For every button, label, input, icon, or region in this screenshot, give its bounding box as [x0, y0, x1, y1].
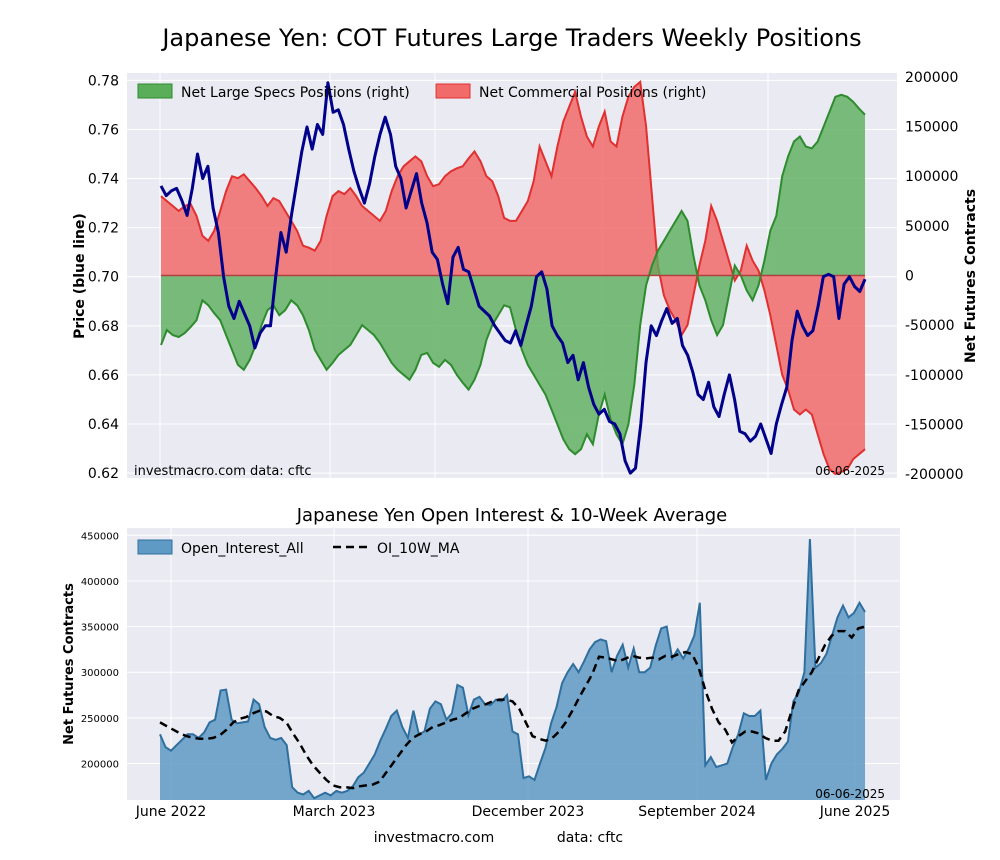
top-y-tick-label: 0.68: [88, 319, 119, 335]
top-y-tick-label: 0.78: [88, 73, 119, 89]
top-y-tick-label: 0.72: [88, 221, 119, 237]
top-right-tick-label: -50000: [905, 318, 955, 334]
bottom-x-tick-label: March 2023: [293, 804, 376, 820]
bottom-y-tick-label: 400000: [81, 577, 119, 588]
footer-data: data: cftc: [557, 830, 623, 846]
bottom-x-tick-label: June 2022: [135, 804, 207, 820]
bottom-chart-title: Japanese Yen Open Interest & 10-Week Ave…: [296, 505, 728, 526]
bottom-y-tick-label: 450000: [81, 531, 119, 542]
legend-commercial-label: Net Commercial Positions (right): [479, 85, 706, 101]
legend-specs-label: Net Large Specs Positions (right): [181, 85, 410, 101]
legend-specs-swatch: [137, 83, 173, 99]
top-watermark: investmacro.com data: cftc: [134, 464, 312, 479]
open-interest-line: [159, 538, 866, 800]
top-right-tick-label: 100000: [905, 169, 958, 185]
bottom-y-tick-label: 350000: [81, 623, 119, 634]
specs-line: [160, 93, 866, 456]
page-title: Japanese Yen: COT Futures Large Traders …: [160, 24, 861, 52]
bottom-x-tick-label: June 2025: [819, 804, 891, 820]
price-line: [159, 81, 867, 475]
top-right-tick-label: 150000: [905, 120, 958, 136]
top-y-tick-label: 0.74: [88, 172, 119, 188]
top-y-axis-label: Price (blue line): [72, 213, 88, 339]
top-date-label: 06-06-2025: [815, 464, 885, 478]
open-interest-area: [160, 539, 865, 800]
top-right-axis-label: Net Futures Contracts: [963, 189, 979, 363]
legend-oi-swatch: [137, 539, 173, 555]
top-y-tick-label: 0.64: [88, 417, 119, 433]
bottom-y-tick-label: 200000: [81, 759, 119, 770]
top-y-tick-label: 0.70: [88, 270, 119, 286]
top-right-tick-label: -100000: [905, 368, 964, 384]
commercial-line: [160, 79, 866, 476]
top-right-tick-label: -200000: [905, 467, 964, 483]
top-right-tick-label: -150000: [905, 417, 964, 433]
top-right-tick-label: 200000: [905, 70, 958, 86]
bottom-y-tick-label: 250000: [81, 714, 119, 725]
bottom-y-axis-label: Net Futures Contracts: [62, 583, 77, 745]
top-right-tick-label: 50000: [905, 219, 950, 235]
bottom-y-tick-label: 300000: [81, 668, 119, 679]
legend-oi-label: Open_Interest_All: [181, 541, 304, 557]
top-right-tick-label: 0: [905, 269, 914, 285]
bottom-x-tick-label: December 2023: [472, 804, 585, 820]
legend-ma-label: OI_10W_MA: [377, 541, 460, 557]
top-y-tick-label: 0.66: [88, 368, 119, 384]
legend-commercial-swatch: [435, 83, 471, 99]
bottom-x-tick-label: September 2024: [638, 804, 756, 820]
top-y-tick-label: 0.76: [88, 122, 119, 138]
bottom-chart: Japanese Yen Open Interest & 10-Week Ave…: [62, 505, 900, 820]
footer-source: investmacro.com: [374, 830, 494, 846]
top-y-tick-label: 0.62: [88, 466, 119, 482]
ma-line: [159, 625, 866, 790]
top-chart: 0.78 0.76 0.74 0.72 0.70 0.68 0.66 0.64 0.62 2000…: [72, 70, 979, 483]
bottom-date-label: 06-06-2025: [815, 787, 885, 801]
